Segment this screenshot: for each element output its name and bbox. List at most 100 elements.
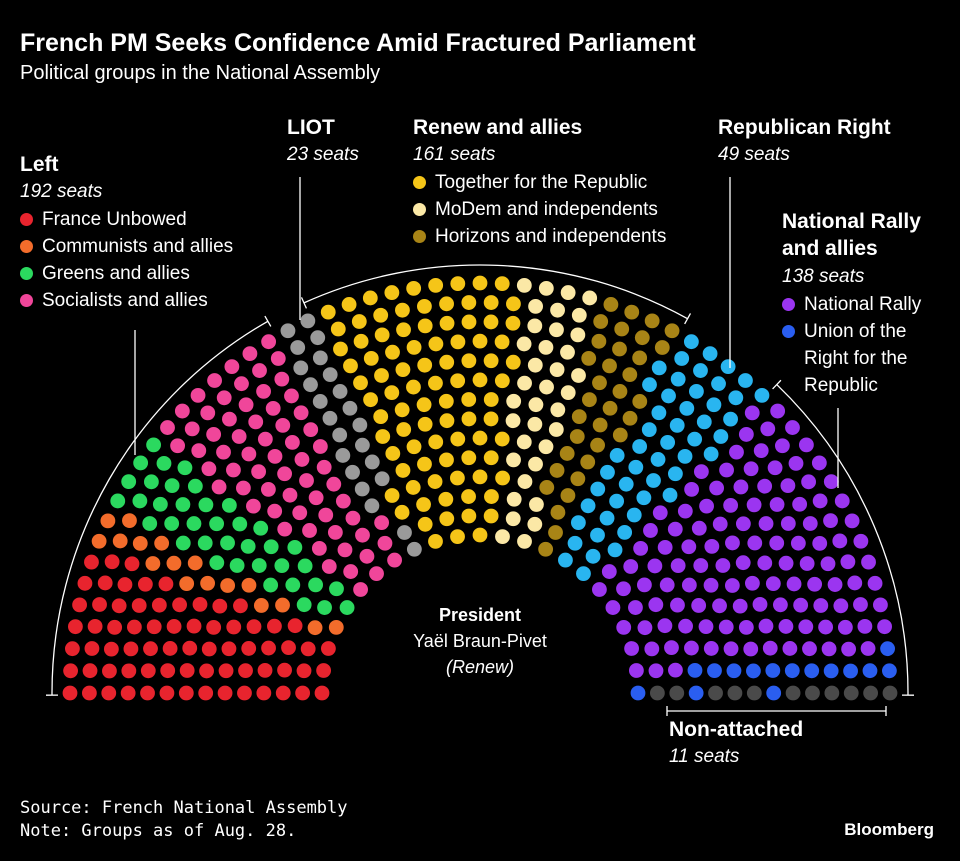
seat — [121, 663, 137, 679]
seat — [77, 575, 93, 591]
seat — [785, 685, 801, 701]
seat — [634, 330, 650, 346]
seat — [505, 413, 521, 429]
seat — [111, 598, 127, 614]
seat — [164, 516, 180, 531]
group-name: Renew and allies — [413, 116, 583, 139]
seat — [282, 487, 298, 503]
seat — [160, 663, 176, 679]
seat — [97, 575, 113, 591]
seat — [778, 619, 794, 634]
seat — [786, 576, 802, 592]
seat — [406, 541, 422, 557]
seat — [353, 582, 368, 597]
legend-item: MoDem and independents — [413, 196, 658, 223]
seat — [231, 429, 247, 444]
group-seats: 161 seats — [413, 144, 496, 165]
seat — [593, 314, 609, 329]
seat — [505, 315, 521, 331]
seat — [628, 459, 644, 475]
seat — [743, 461, 759, 477]
seat — [762, 640, 778, 656]
seat — [769, 497, 785, 512]
seat — [799, 556, 815, 571]
seat — [140, 663, 156, 679]
legend-label: MoDem and independents — [435, 199, 658, 220]
seat — [703, 577, 719, 593]
seat — [483, 392, 499, 407]
seat — [784, 663, 800, 679]
seat — [702, 346, 718, 362]
seat — [287, 618, 303, 634]
seat — [335, 493, 351, 509]
seat — [284, 434, 300, 450]
seat — [438, 393, 454, 409]
seat — [226, 462, 241, 478]
seat — [72, 597, 87, 613]
seat — [527, 318, 543, 334]
group-name: Republican Right — [718, 116, 891, 139]
seat — [581, 350, 597, 366]
seat — [688, 685, 704, 701]
seat — [571, 307, 587, 323]
seat — [198, 497, 214, 513]
seat — [472, 275, 488, 291]
seat — [384, 385, 400, 401]
seat — [312, 394, 328, 409]
seat — [820, 556, 836, 572]
seat — [844, 513, 860, 529]
seat — [785, 420, 800, 435]
seat — [369, 566, 384, 581]
seat — [548, 422, 564, 437]
seat — [812, 535, 828, 551]
seat — [385, 344, 400, 360]
seat — [277, 521, 293, 537]
seat — [873, 597, 888, 613]
seat — [220, 578, 236, 593]
seat — [293, 405, 309, 421]
seat — [727, 685, 743, 701]
seat — [472, 430, 488, 446]
president-name: Yaël Braun-Pivet — [413, 631, 547, 651]
seat — [560, 344, 575, 360]
seat — [201, 641, 217, 657]
seat — [374, 327, 390, 343]
seat — [636, 577, 652, 593]
seat — [110, 493, 126, 509]
seat — [123, 641, 139, 657]
seat — [335, 448, 351, 463]
note: Note: Groups as of Aug. 28. — [20, 821, 297, 841]
seat — [732, 598, 748, 614]
seat — [558, 552, 573, 568]
seat — [211, 479, 227, 495]
seat — [146, 437, 162, 453]
seat — [747, 535, 763, 551]
seat — [720, 359, 736, 375]
seat-group — [630, 641, 897, 701]
group-seats: 11 seats — [669, 746, 740, 767]
seat — [186, 516, 202, 531]
seat — [628, 600, 643, 615]
seat — [406, 379, 421, 395]
seat — [550, 302, 565, 318]
seat — [143, 474, 159, 490]
seat — [527, 416, 543, 432]
seat — [229, 558, 245, 573]
legend-swatch — [413, 176, 426, 189]
seat — [326, 476, 342, 492]
seat — [745, 575, 760, 591]
seat — [246, 619, 262, 635]
seat — [765, 663, 781, 678]
seat — [154, 535, 170, 551]
seat — [253, 598, 269, 613]
seat — [853, 533, 869, 549]
seat — [238, 663, 253, 679]
seat — [472, 333, 488, 349]
seat — [206, 427, 222, 442]
seat — [241, 641, 257, 656]
seat — [590, 481, 606, 497]
seat — [495, 529, 510, 545]
seat — [82, 663, 98, 679]
seat — [237, 685, 252, 701]
